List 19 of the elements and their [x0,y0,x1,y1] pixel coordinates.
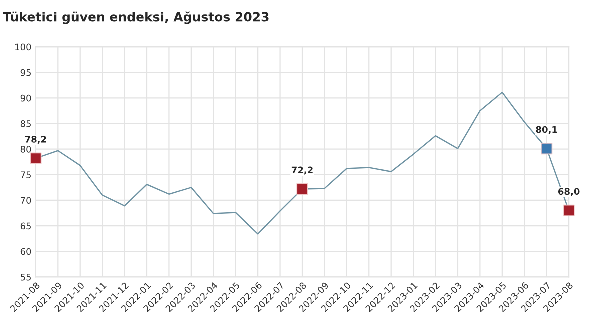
y-tick-label: 85 [20,120,31,128]
y-tick-label: 65 [20,222,31,230]
y-tick-label: 75 [21,172,31,178]
point [541,143,553,155]
y-tick-label: 95 [20,69,31,76]
y-tick-label: 90 [20,94,32,102]
point [30,152,42,164]
y-tick-label: 60 [20,248,32,256]
point [563,204,575,217]
data-label: 72,2 [292,166,313,175]
data-label: 78,2 [25,136,46,144]
chart-title: Tüketici güven endeksi, Ağustos 2023 [3,12,269,24]
y-tick-label: 100 [16,44,32,51]
point [296,183,308,196]
y-tick-label: 80 [20,146,32,153]
y-tick-label: 70 [21,197,32,204]
y-tick-label: 55 [20,274,31,281]
data-label: 68,0 [558,188,580,196]
data-label: 80,1 [536,126,558,134]
